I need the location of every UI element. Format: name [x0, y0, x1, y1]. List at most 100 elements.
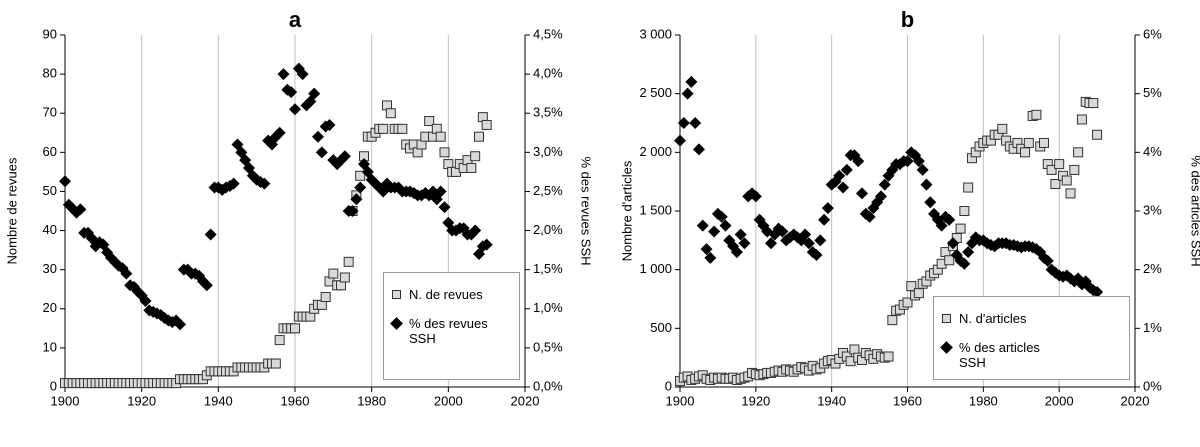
y-tick-label: 2 000: [639, 144, 672, 159]
diamond-point: [677, 117, 690, 129]
y-tick-label: 0: [665, 378, 672, 393]
diamond-point: [200, 279, 213, 292]
diamond-point: [434, 185, 447, 198]
square-point: [481, 119, 492, 130]
square-point: [385, 108, 396, 119]
square-point: [343, 256, 354, 267]
chart-title: a: [289, 7, 302, 32]
diamond-point: [806, 246, 819, 259]
legend: N. d'articles % des articles SSH: [933, 296, 1130, 380]
square-point: [424, 116, 435, 127]
diamond-point: [935, 219, 948, 232]
x-tick-label: 2000: [1045, 393, 1074, 408]
diamond-point: [273, 126, 286, 139]
x-tick-label: 2020: [1121, 393, 1150, 408]
diamond-point: [350, 193, 363, 206]
y-tick-label: 70: [43, 105, 57, 120]
diamond-point: [1041, 254, 1054, 267]
square-point: [470, 151, 481, 162]
diamond-point: [920, 178, 933, 191]
diamond-point: [696, 219, 709, 232]
diamond-point: [856, 187, 868, 200]
y2-tick-label: 1,0%: [533, 300, 563, 315]
diamond-point: [469, 224, 482, 237]
diamond-point: [947, 237, 959, 250]
y2-tick-label: 3,5%: [533, 105, 563, 120]
x-tick-label: 1920: [127, 393, 156, 408]
diamond-point: [874, 190, 887, 203]
square-point: [378, 123, 389, 134]
y2-tick-label: 2,0%: [533, 222, 563, 237]
diamond-point: [354, 181, 367, 194]
y2-tick-label: 0,5%: [533, 339, 563, 354]
diamond-point: [346, 205, 359, 217]
x-tick-label: 1940: [817, 393, 846, 408]
diamond-point: [1091, 285, 1104, 298]
y-tick-label: 2 500: [639, 85, 672, 100]
diamond-point: [719, 219, 732, 232]
diamond-point: [685, 75, 698, 88]
diamond-point: [312, 130, 324, 143]
diamond-point: [674, 134, 686, 147]
y2-axis-label: % des articles SSH: [1189, 155, 1200, 266]
diamond-point: [708, 225, 721, 238]
y-tick-label: 60: [43, 144, 57, 159]
y-tick-label: 10: [43, 339, 57, 354]
y2-tick-label: 2,5%: [533, 183, 563, 198]
diamond-point: [338, 150, 351, 163]
diamond-point: [480, 238, 493, 251]
y-tick-label: 80: [43, 66, 57, 81]
diamond-point: [943, 213, 956, 226]
legend: N. de revues % des revues SSH: [383, 272, 520, 380]
diamond-point: [692, 143, 705, 156]
legend-marker: [392, 290, 401, 299]
diamond-point: [821, 202, 834, 215]
diamond-point: [296, 68, 309, 81]
square-point: [270, 358, 281, 369]
diamond-point: [814, 234, 827, 247]
square-point: [474, 131, 484, 142]
diamond-point: [438, 201, 451, 214]
square-point: [466, 162, 477, 173]
diamond-point: [734, 228, 747, 241]
diamond-point: [689, 117, 702, 129]
square-point: [397, 123, 408, 134]
diamond-point: [863, 210, 876, 223]
legend-label: N. d'articles: [959, 311, 1027, 326]
square-point: [849, 344, 860, 355]
legend-label: N. de revues: [409, 287, 483, 302]
y2-tick-label: 4%: [1143, 144, 1162, 159]
square-point: [1061, 175, 1072, 186]
square-point: [320, 292, 331, 303]
diamond-point: [749, 190, 762, 203]
y2-tick-label: 0%: [1143, 378, 1162, 393]
diamond-point: [840, 163, 853, 176]
diamond-point: [738, 237, 751, 250]
square-point: [1031, 109, 1042, 120]
diamond-point: [912, 155, 925, 168]
diamond-point: [277, 68, 290, 81]
y2-axis-label: % des revues SSH: [579, 156, 594, 265]
square-point: [1088, 98, 1099, 109]
diamond-point: [174, 318, 186, 331]
square-point: [328, 268, 339, 279]
y2-tick-label: 4,0%: [533, 66, 563, 81]
square-point: [887, 315, 898, 326]
square-point: [1023, 137, 1034, 148]
square-point: [1046, 164, 1057, 175]
y-tick-label: 500: [650, 320, 672, 335]
diamond-point: [776, 225, 789, 238]
y2-tick-label: 2%: [1143, 261, 1162, 276]
y-axis-label: Nombre d'articles: [619, 160, 634, 261]
diamond-point: [958, 257, 971, 270]
diamond-point: [681, 87, 694, 100]
legend-label: % des articles SSH: [959, 340, 1040, 370]
square-point: [1076, 114, 1087, 125]
diamond-point: [852, 155, 865, 168]
x-tick-label: 1960: [893, 393, 922, 408]
x-tick-label: 1980: [357, 393, 386, 408]
diamond-point: [289, 103, 301, 116]
diamond-point: [59, 175, 71, 188]
x-tick-label: 1960: [281, 393, 310, 408]
legend-marker: [390, 317, 403, 330]
